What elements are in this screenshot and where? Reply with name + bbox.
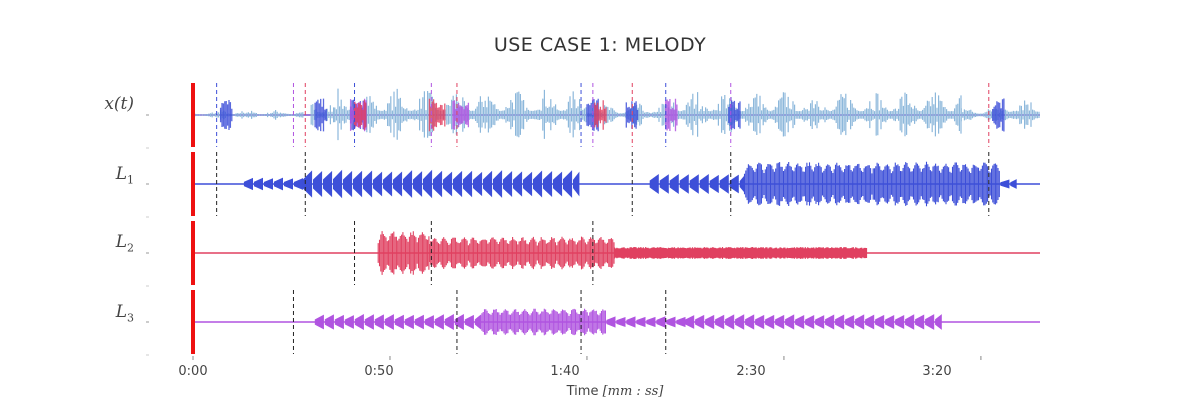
mixture-source-highlight [452,100,470,130]
source-waveform [743,161,1000,207]
playhead-marker [191,152,195,216]
chart-title: USE CASE 1: MELODY [493,34,707,56]
x-tick-label: 2:30 [736,364,766,379]
x-tick-label: 0:50 [364,364,394,379]
x-axis-label: Time [mm : ss] [566,384,664,399]
x-tick-label: 1:40 [550,364,580,379]
mixture-source-highlight [728,100,741,130]
track-label-x: x(t) [104,94,134,114]
mixture-source-highlight [594,100,607,130]
mixture-source-highlight [665,98,678,132]
source-waveform [303,169,580,199]
source-waveform [377,231,430,275]
track-label-l3: L3 [115,302,134,325]
mixture-source-highlight [314,98,327,132]
x-tick-label: 3:20 [922,364,952,379]
source-waveform [480,308,606,336]
mixture-source-highlight [428,98,446,132]
track-label-l1: L1 [115,164,134,187]
playhead-marker [191,221,195,285]
x-tick-label: 0:00 [178,364,208,379]
source-waveform [428,236,615,270]
mixture-source-highlight [353,100,367,130]
mixture-source-highlight [992,98,1005,132]
playhead-marker [191,83,195,147]
source-waveform [613,247,868,259]
playhead-marker [191,290,195,354]
source-waveform [606,316,686,328]
mixture-waveform [763,92,962,137]
source-waveform [314,313,481,331]
track-label-l2: L2 [115,232,134,255]
source-waveform [649,173,745,195]
source-waveform [685,314,942,330]
source-waveform [243,177,303,191]
source-waveform [1000,179,1017,189]
mixture-source-highlight [219,100,233,130]
